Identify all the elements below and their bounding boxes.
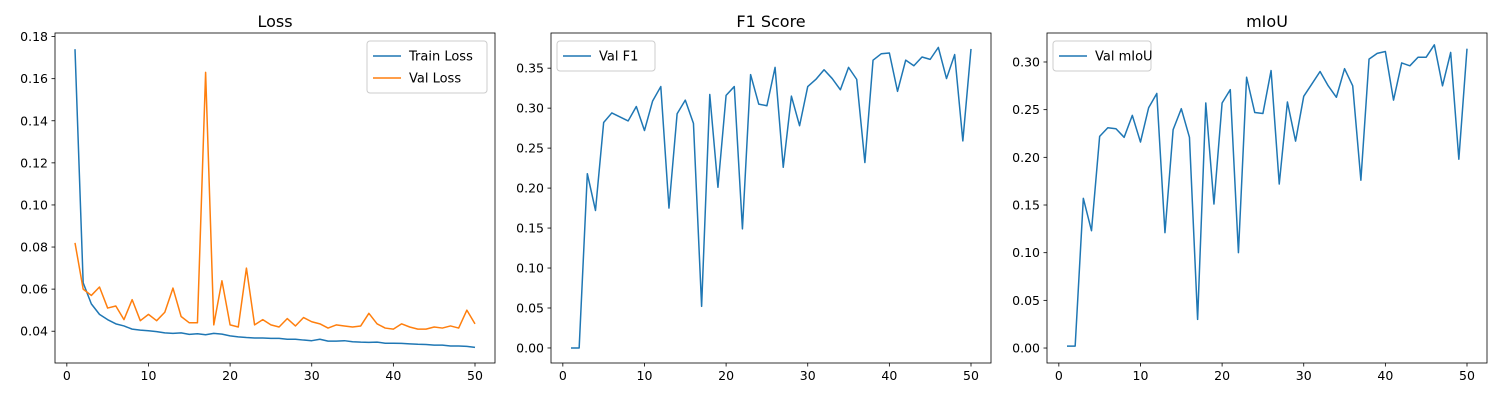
y-tick-label: 0.00 <box>1012 341 1040 356</box>
axes-frame <box>1046 32 1488 364</box>
y-tick-label: 0.30 <box>1012 54 1040 69</box>
y-tick-label: 0.10 <box>1012 245 1040 260</box>
x-tick-label: 0 <box>63 368 71 383</box>
y-tick-label: 0.08 <box>20 240 48 255</box>
legend-box <box>366 40 488 94</box>
legend-box <box>1052 40 1152 72</box>
x-tick-label: 40 <box>1377 368 1393 383</box>
legend-label: Val mIoU <box>1095 50 1153 65</box>
y-tick-label: 0.04 <box>20 324 48 339</box>
x-tick-label: 10 <box>1133 368 1149 383</box>
x-tick-label: 30 <box>800 368 816 383</box>
x-tick-label: 40 <box>881 368 897 383</box>
axes-frame <box>54 32 496 364</box>
legend: Train Loss Val Loss <box>366 40 488 94</box>
x-tick-label: 30 <box>1296 368 1312 383</box>
legend: Val F1 <box>556 40 656 72</box>
y-tick-label: 0.05 <box>1012 293 1040 308</box>
y-tick-label: 0.06 <box>20 282 48 297</box>
x-tick-label: 10 <box>637 368 653 383</box>
x-tick-label: 10 <box>141 368 157 383</box>
x-tick-label: 0 <box>559 368 567 383</box>
y-tick-label: 0.25 <box>516 141 544 156</box>
legend: Val mIoU <box>1052 40 1153 72</box>
axes-frame <box>550 32 992 364</box>
y-tick-label: 0.20 <box>1012 150 1040 165</box>
y-tick-label: 0.30 <box>516 101 544 116</box>
x-tick-label: 20 <box>1214 368 1230 383</box>
x-tick-label: 20 <box>222 368 238 383</box>
chart-panel-0: Loss 0 10 20 30 40 50 0.04 0.06 0.08 0.10 0.12 0.14 0… <box>20 12 496 383</box>
y-tick-label: 0.05 <box>516 301 544 316</box>
x-tick-label: 50 <box>1459 368 1475 383</box>
x-tick-label: 40 <box>385 368 401 383</box>
series-line-train-loss <box>74 49 476 349</box>
legend-label: Val Loss <box>409 72 461 87</box>
x-tick-label: 20 <box>718 368 734 383</box>
series-line-val-loss <box>74 71 476 330</box>
x-tick-label: 0 <box>1055 368 1063 383</box>
chart-title: Loss <box>257 12 292 31</box>
y-tick-label: 0.20 <box>516 181 544 196</box>
y-tick-label: 0.14 <box>20 113 48 128</box>
series-line-val-miou <box>1067 44 1468 347</box>
series-line-val-f1 <box>571 46 972 349</box>
y-tick-label: 0.18 <box>20 29 48 44</box>
y-tick-label: 0.15 <box>516 221 544 236</box>
y-tick-label: 0.10 <box>20 197 48 212</box>
y-tick-label: 0.15 <box>1012 198 1040 213</box>
y-tick-label: 0.16 <box>20 71 48 86</box>
x-tick-label: 30 <box>304 368 320 383</box>
y-tick-label: 0.35 <box>516 61 544 76</box>
chart-panel-2: mIoU 0 10 20 30 40 50 0.00 0.05 0.10 0.15 0.20 0.25 0… <box>1012 12 1488 383</box>
y-tick-label: 0.00 <box>516 340 544 355</box>
y-tick-label: 0.12 <box>20 155 48 170</box>
legend-label: Val F1 <box>599 50 638 65</box>
y-tick-label: 0.10 <box>516 261 544 276</box>
x-tick-label: 50 <box>963 368 979 383</box>
chart-title: mIoU <box>1246 12 1288 31</box>
legend-label: Train Loss <box>408 50 473 65</box>
chart-panel-1: F1 Score 0 10 20 30 40 50 0.00 0.05 0.10 0.15 0.20 0… <box>516 12 992 383</box>
chart-title: F1 Score <box>736 12 805 31</box>
x-tick-label: 50 <box>467 368 483 383</box>
y-tick-label: 0.25 <box>1012 102 1040 117</box>
legend-box <box>556 40 656 72</box>
